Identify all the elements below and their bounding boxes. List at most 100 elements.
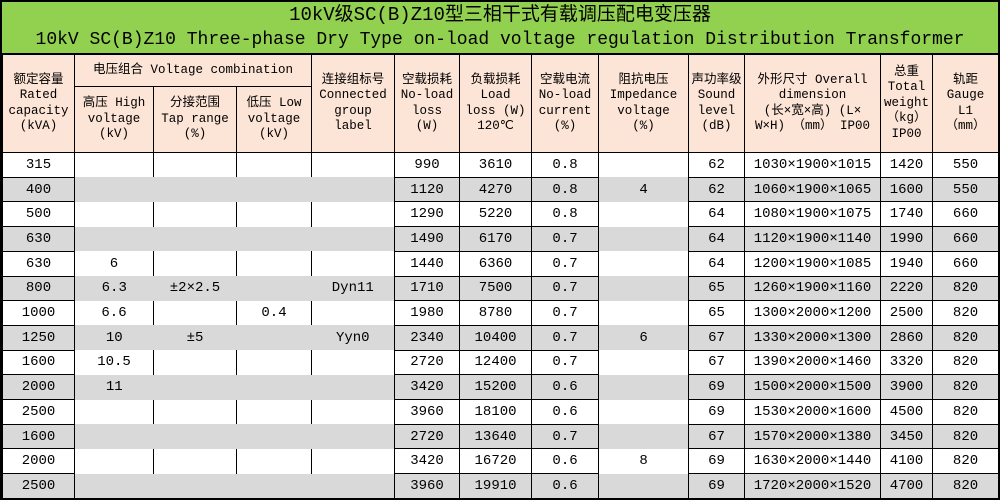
cell-gauge: 820 [932, 423, 998, 450]
cell-no-load-loss: 2720 [394, 349, 461, 376]
cell-no-load-loss: 1490 [394, 226, 461, 252]
cell-total-weight: 1940 [880, 250, 934, 277]
header-low-voltage: 低压 Low voltage (kV) [235, 86, 313, 153]
cell-overall-dimension: 1080×1900×1075 [744, 201, 882, 228]
cell-no-load-loss: 3420 [394, 374, 461, 401]
cell-no-load-loss: 1440 [394, 250, 461, 277]
cell-no-load-loss: 2340 [394, 324, 461, 351]
cell-total-weight: 4100 [880, 448, 934, 475]
cell-low-voltage [235, 152, 313, 178]
cell-tap-range [153, 201, 237, 227]
cell-sound-level: 67 [688, 423, 746, 450]
cell-impedance-voltage: 4 [598, 177, 689, 202]
table-row: 2000 11 3420 15200 0.6 69 1500×2000×1500 3900 82… [2, 374, 998, 401]
cell-sound-level: 69 [688, 473, 746, 498]
cell-tap-range [153, 152, 237, 178]
cell-sound-level: 67 [688, 324, 746, 351]
table-row: 315 990 3610 0.8 62 1030×1900×1015 1420 550 [2, 152, 998, 178]
cell-high-voltage [74, 201, 154, 227]
cell-sound-level: 62 [688, 152, 746, 178]
cell-load-loss: 19910 [459, 473, 533, 498]
cell-rated-capacity: 2500 [2, 399, 75, 425]
cell-overall-dimension: 1720×2000×1520 [744, 473, 882, 498]
cell-impedance-voltage [598, 399, 690, 425]
header-gauge: 轨距 Gauge L1 （mm） [932, 54, 998, 153]
cell-impedance-voltage [598, 424, 689, 449]
cell-gauge: 660 [932, 226, 998, 252]
cell-high-voltage [74, 152, 154, 178]
cell-high-voltage [74, 448, 154, 474]
cell-tap-range [153, 424, 237, 449]
cell-load-loss: 5220 [459, 201, 533, 228]
cell-low-voltage [236, 325, 312, 351]
cell-no-load-loss: 1980 [394, 300, 461, 326]
cell-low-voltage [235, 399, 313, 425]
cell-high-voltage [74, 399, 154, 425]
cell-low-voltage [235, 350, 313, 375]
cell-gauge: 820 [932, 448, 998, 475]
cell-overall-dimension: 1300×2000×1200 [744, 300, 882, 326]
cell-overall-dimension: 1200×1900×1085 [744, 250, 882, 277]
header-overall-dimension: 外形尺寸 Overall dimension (长×宽×高) (L× W×H) … [744, 54, 882, 153]
table-row: 1250 10 ±5 Yyn0 2340 10400 0.7 6 67 1330×2000×130… [2, 324, 998, 351]
cell-connected-group [311, 448, 396, 474]
cell-overall-dimension: 1500×2000×1500 [744, 374, 882, 401]
cell-high-voltage: 11 [74, 374, 154, 400]
cell-load-loss: 18100 [459, 399, 533, 425]
cell-tap-range [153, 177, 237, 202]
cell-gauge: 820 [932, 300, 998, 326]
cell-no-load-current: 0.8 [531, 176, 600, 203]
header-row-sub: 高压 High voltage (kV) 分接范围 Tap range (%) … [3, 86, 999, 153]
cell-rated-capacity: 800 [2, 275, 75, 302]
cell-sound-level: 69 [688, 399, 746, 425]
cell-tap-range [153, 374, 237, 400]
table-title-en: 10kV SC(B)Z10 Three-phase Dry Type on-lo… [35, 30, 965, 50]
cell-no-load-current: 0.6 [531, 473, 600, 498]
cell-rated-capacity: 500 [2, 201, 75, 228]
cell-connected-group [311, 300, 396, 326]
cell-impedance-voltage [598, 350, 690, 375]
cell-overall-dimension: 1630×2000×1440 [744, 448, 882, 475]
cell-high-voltage [74, 177, 154, 202]
cell-overall-dimension: 1060×1900×1065 [744, 176, 882, 203]
cell-gauge: 820 [932, 275, 998, 302]
cell-no-load-current: 0.7 [531, 250, 600, 277]
header-tap-range: 分接范围 Tap range (%) [153, 86, 237, 153]
cell-impedance-voltage: 8 [598, 448, 690, 474]
cell-tap-range [153, 226, 237, 252]
cell-high-voltage [74, 226, 154, 252]
cell-no-load-loss: 3960 [394, 473, 461, 498]
cell-no-load-current: 0.6 [531, 374, 600, 401]
cell-connected-group [311, 374, 395, 400]
cell-sound-level: 64 [688, 226, 746, 252]
cell-high-voltage: 10.5 [74, 350, 154, 375]
cell-gauge: 820 [932, 349, 998, 376]
cell-rated-capacity: 1600 [2, 423, 75, 450]
cell-overall-dimension: 1570×2000×1380 [744, 423, 882, 450]
cell-no-load-current: 0.8 [531, 201, 600, 228]
cell-high-voltage: 6.3 [74, 276, 154, 301]
cell-no-load-current: 0.8 [531, 152, 600, 178]
cell-sound-level: 67 [688, 349, 746, 376]
header-voltage-combination: 电压组合 Voltage combination [73, 54, 313, 87]
cell-no-load-current: 0.7 [531, 300, 600, 326]
table-row: 800 6.3 ±2×2.5 Dyn11 1710 7500 0.7 65 1260×1900×… [2, 275, 998, 302]
cell-total-weight: 3320 [880, 349, 934, 376]
cell-overall-dimension: 1120×1900×1140 [744, 226, 882, 252]
header-total-weight: 总重 Total weight （kg） IP00 [880, 54, 934, 153]
cell-tap-range: ±5 [153, 325, 237, 351]
table-row: 2500 3960 19910 0.6 69 1720×2000×1520 4700 820 [2, 473, 998, 498]
cell-total-weight: 1420 [880, 152, 934, 178]
cell-connected-group [311, 152, 396, 178]
cell-sound-level: 69 [688, 374, 746, 401]
cell-tap-range [153, 251, 237, 277]
cell-rated-capacity: 2000 [2, 448, 75, 475]
cell-no-load-current: 0.7 [531, 275, 600, 302]
cell-no-load-current: 0.7 [531, 349, 600, 376]
cell-total-weight: 1600 [880, 176, 934, 203]
table-row: 500 1290 5220 0.8 64 1080×1900×1075 1740 660 [2, 201, 998, 228]
cell-connected-group [311, 251, 396, 277]
cell-connected-group [311, 350, 396, 375]
cell-tap-range [153, 399, 237, 425]
cell-no-load-loss: 990 [394, 152, 461, 178]
